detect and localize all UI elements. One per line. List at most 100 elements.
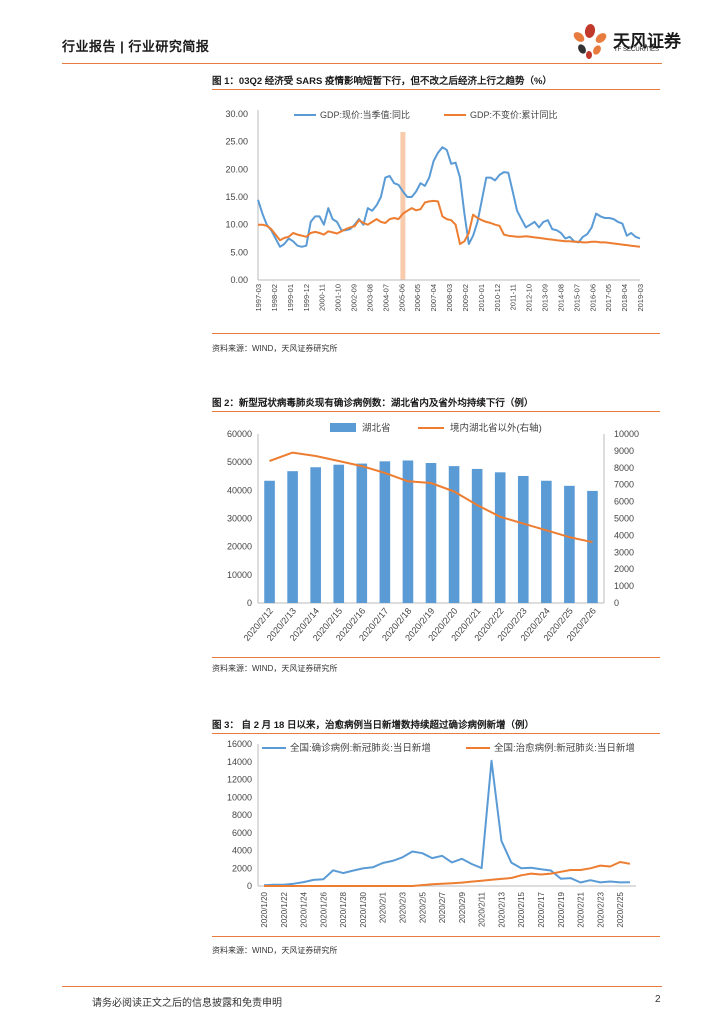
y-tick-label: 0 bbox=[247, 598, 252, 608]
y-tick-label: 20000 bbox=[227, 542, 252, 552]
x-tick-label: 2020/2/23 bbox=[596, 891, 605, 927]
figure-2-title: 图 2：新型冠状病毒肺炎现有确诊病例数：湖北省内及省外均持续下行（例） bbox=[212, 398, 534, 409]
figure-2-bottom-rule bbox=[212, 657, 660, 658]
y-tick-label: 30000 bbox=[227, 514, 252, 524]
series-line-1 bbox=[263, 759, 631, 887]
x-tick-label: 1999-12 bbox=[302, 284, 311, 312]
x-tick-label: 2020/2/11 bbox=[478, 891, 487, 927]
x-tick-label: 2020/2/15 bbox=[517, 891, 526, 927]
x-tick-label: 2020/2/21 bbox=[577, 891, 586, 927]
y-tick-label: 16000 bbox=[227, 739, 252, 749]
page-number: 2 bbox=[655, 994, 661, 1005]
y-tick-label: 50000 bbox=[227, 457, 252, 467]
legend-label-1: GDP:现价:当季值:同比 bbox=[320, 109, 410, 120]
y2-tick-label: 7000 bbox=[614, 480, 634, 490]
x-tick-label: 2016-06 bbox=[588, 284, 597, 312]
sars-highlight-band bbox=[400, 132, 406, 280]
x-tick-label: 2020/2/17 bbox=[537, 891, 546, 927]
y-tick-label: 8000 bbox=[232, 810, 252, 820]
x-tick-label: 2002-09 bbox=[350, 284, 359, 312]
x-tick-label: 2020/1/22 bbox=[280, 891, 289, 927]
x-tick-label: 2011-11 bbox=[509, 284, 518, 310]
x-tick-label: 2020/2/3 bbox=[398, 891, 407, 923]
legend-swatch-1 bbox=[330, 423, 356, 432]
x-tick-label: 2014-08 bbox=[556, 284, 565, 312]
y-tick-label: 4000 bbox=[232, 846, 252, 856]
figure-2-source: 资料来源：WIND，天风证券研究所 bbox=[212, 664, 338, 673]
legend-label-2: 境内湖北省以外(右轴) bbox=[450, 422, 542, 434]
figure-3-bottom-rule bbox=[212, 936, 660, 937]
x-tick-label: 2001-10 bbox=[334, 284, 343, 312]
y-tick-label: 2000 bbox=[232, 863, 252, 873]
figure-2-top-rule bbox=[212, 411, 660, 412]
bar-hubei bbox=[448, 466, 460, 603]
header-divider bbox=[62, 63, 662, 64]
bar-hubei bbox=[379, 461, 391, 603]
y-tick-label: 6000 bbox=[232, 828, 252, 838]
company-logo: 天风证券 TF SECURITIES bbox=[568, 22, 681, 62]
x-tick-label: 2020/2/25 bbox=[616, 891, 625, 927]
y-tick-label: 30.00 bbox=[225, 109, 248, 119]
figure-1-title: 图 1：03Q2 经济受 SARS 疫情影响短暂下行，但不改之后经济上行之趋势（… bbox=[212, 76, 552, 87]
legend-label-2: 全国:治愈病例:新冠肺炎:当日新增 bbox=[494, 742, 635, 754]
y-tick-label: 10000 bbox=[227, 792, 252, 802]
x-tick-label: 2020/2/5 bbox=[418, 891, 427, 923]
x-tick-label: 2020/2/1 bbox=[379, 891, 388, 923]
bar-hubei bbox=[541, 480, 552, 603]
figure-3-title: 图 3： 自 2 月 18 日以来，治愈病例当日新增数持续超过确诊病例新增（例） bbox=[212, 720, 534, 731]
x-tick-label: 1999-01 bbox=[286, 284, 295, 312]
y2-tick-label: 6000 bbox=[614, 497, 634, 507]
bar-hubei bbox=[264, 480, 275, 603]
x-tick-label: 2020/2/13 bbox=[497, 891, 506, 927]
x-tick-label: 2012-10 bbox=[525, 284, 534, 312]
x-tick-label: 2020/1/26 bbox=[319, 891, 328, 927]
footer-disclaimer: 请务必阅读正文之后的信息披露和免责申明 bbox=[92, 998, 282, 1009]
x-tick-label: 2018-04 bbox=[620, 284, 629, 312]
logo-text-en: TF SECURITIES bbox=[614, 47, 660, 53]
series-line-outside-hubei bbox=[269, 451, 593, 544]
bar-hubei bbox=[425, 463, 437, 603]
report-header: 行业报告 | 行业研究简报 bbox=[62, 39, 210, 54]
bar-hubei bbox=[517, 475, 529, 603]
y2-tick-label: 2000 bbox=[614, 564, 634, 574]
y2-tick-label: 5000 bbox=[614, 514, 634, 524]
y2-tick-label: 9000 bbox=[614, 446, 634, 456]
logo-text-cn: 天风证券 bbox=[613, 32, 681, 51]
bar-hubei bbox=[494, 472, 506, 603]
figure-1-chart: 0.00 5.00 10.00 15.00 20.00 25.00 30.00 1997-03… bbox=[225, 109, 645, 312]
x-tick-label: 2007-04 bbox=[429, 284, 438, 312]
bar-hubei bbox=[287, 471, 298, 603]
x-tick-label: 2010-12 bbox=[493, 284, 502, 312]
x-tick-label: 2004-07 bbox=[381, 284, 390, 312]
bar-hubei bbox=[310, 467, 321, 603]
x-tick-label: 2020/1/24 bbox=[300, 891, 309, 927]
bar-hubei bbox=[402, 460, 414, 603]
y2-tick-label: 1000 bbox=[614, 581, 634, 591]
footer-divider bbox=[62, 986, 662, 987]
x-tick-label: 2019-03 bbox=[636, 284, 645, 312]
y-tick-label: 5.00 bbox=[230, 247, 248, 257]
figure-2-chart: 0 10000 20000 30000 40000 50000 60000 0 1000 2000… bbox=[227, 422, 639, 643]
figure-3-chart: 0 2000 4000 6000 8000 10000 12000 14000 16000 202… bbox=[227, 739, 636, 928]
logo-flower-icon bbox=[573, 24, 607, 59]
y-tick-label: 14000 bbox=[227, 757, 252, 767]
bar-hubei bbox=[564, 485, 575, 603]
y-tick-label: 40000 bbox=[227, 485, 252, 495]
x-tick-label: 2009-02 bbox=[461, 284, 470, 312]
x-tick-label: 2020/1/30 bbox=[359, 891, 368, 927]
y2-tick-label: 4000 bbox=[614, 530, 634, 540]
x-tick-label: 2020/2/9 bbox=[458, 891, 467, 923]
y-tick-label: 0 bbox=[247, 881, 252, 891]
bar-hubei bbox=[333, 464, 345, 603]
x-tick-label: 2017-05 bbox=[604, 284, 613, 312]
y-tick-label: 25.00 bbox=[225, 137, 248, 147]
x-tick-label: 2020/2/19 bbox=[557, 891, 566, 927]
y2-tick-label: 10000 bbox=[614, 429, 639, 439]
x-tick-label: 2010-01 bbox=[477, 284, 486, 312]
y-tick-label: 15.00 bbox=[225, 192, 248, 202]
bar-hubei bbox=[471, 468, 483, 603]
bar-hubei bbox=[587, 490, 598, 603]
x-tick-label: 2005-06 bbox=[397, 284, 406, 312]
figure-1-top-rule bbox=[212, 89, 660, 90]
x-tick-label: 2020/1/28 bbox=[339, 891, 348, 927]
